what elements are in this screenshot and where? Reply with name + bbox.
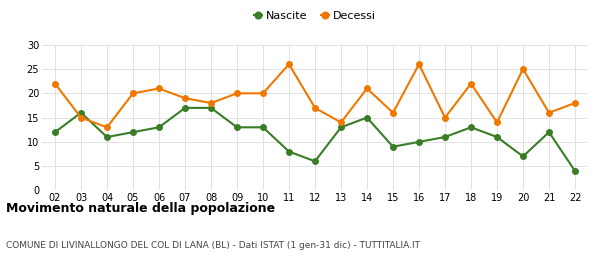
Decessi (181, 97, 188, 100)
Nascite (545, 130, 553, 134)
Decessi (77, 116, 85, 119)
Decessi (467, 82, 475, 85)
Decessi (493, 121, 500, 124)
Nascite (208, 106, 215, 109)
Nascite (77, 111, 85, 115)
Decessi (311, 106, 319, 109)
Decessi (337, 121, 344, 124)
Decessi (545, 111, 553, 115)
Decessi (520, 67, 527, 71)
Nascite (130, 130, 137, 134)
Decessi (259, 92, 266, 95)
Decessi (208, 101, 215, 105)
Nascite (52, 130, 59, 134)
Decessi (130, 92, 137, 95)
Nascite (103, 135, 110, 139)
Line: Nascite: Nascite (52, 105, 578, 174)
Nascite (311, 160, 319, 163)
Nascite (181, 106, 188, 109)
Nascite (286, 150, 293, 153)
Nascite (364, 116, 371, 119)
Nascite (493, 135, 500, 139)
Decessi (52, 82, 59, 85)
Nascite (520, 155, 527, 158)
Line: Decessi: Decessi (52, 61, 578, 130)
Decessi (103, 126, 110, 129)
Decessi (364, 87, 371, 90)
Decessi (155, 87, 163, 90)
Nascite (155, 126, 163, 129)
Nascite (337, 126, 344, 129)
Nascite (389, 145, 397, 148)
Legend: Nascite, Decessi: Nascite, Decessi (250, 7, 380, 25)
Text: COMUNE DI LIVINALLONGO DEL COL DI LANA (BL) - Dati ISTAT (1 gen-31 dic) - TUTTIT: COMUNE DI LIVINALLONGO DEL COL DI LANA (… (6, 241, 420, 250)
Nascite (442, 135, 449, 139)
Nascite (571, 169, 578, 173)
Nascite (259, 126, 266, 129)
Nascite (415, 140, 422, 144)
Nascite (233, 126, 241, 129)
Decessi (415, 62, 422, 66)
Decessi (442, 116, 449, 119)
Decessi (571, 101, 578, 105)
Decessi (286, 62, 293, 66)
Decessi (389, 111, 397, 115)
Text: Movimento naturale della popolazione: Movimento naturale della popolazione (6, 202, 275, 214)
Decessi (233, 92, 241, 95)
Nascite (467, 126, 475, 129)
